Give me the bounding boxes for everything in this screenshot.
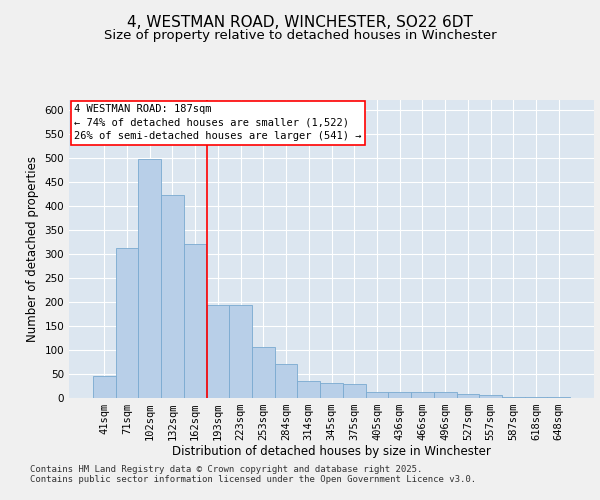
Text: Size of property relative to detached houses in Winchester: Size of property relative to detached ho… <box>104 28 496 42</box>
Bar <box>206 305 229 398</box>
Bar <box>229 305 252 398</box>
Text: 4 WESTMAN ROAD: 187sqm
← 74% of detached houses are smaller (1,522)
26% of semi-: 4 WESTMAN ROAD: 187sqm ← 74% of detached… <box>74 104 362 141</box>
Bar <box>411 392 434 398</box>
Bar <box>161 195 184 398</box>
Bar <box>434 392 457 398</box>
Bar <box>479 395 502 398</box>
Bar <box>298 380 320 398</box>
Bar <box>93 376 116 398</box>
Bar <box>547 396 570 398</box>
Bar <box>275 364 298 398</box>
Text: 4, WESTMAN ROAD, WINCHESTER, SO22 6DT: 4, WESTMAN ROAD, WINCHESTER, SO22 6DT <box>127 15 473 30</box>
Bar <box>343 384 365 398</box>
Bar <box>139 159 161 398</box>
Bar <box>457 394 479 398</box>
Bar <box>388 392 411 398</box>
Bar <box>365 392 388 398</box>
X-axis label: Distribution of detached houses by size in Winchester: Distribution of detached houses by size … <box>172 446 491 458</box>
Bar <box>184 244 206 398</box>
Bar <box>320 383 343 398</box>
Text: Contains public sector information licensed under the Open Government Licence v3: Contains public sector information licen… <box>30 476 476 484</box>
Bar <box>116 248 139 398</box>
Bar <box>252 347 275 398</box>
Bar <box>502 396 524 398</box>
Text: Contains HM Land Registry data © Crown copyright and database right 2025.: Contains HM Land Registry data © Crown c… <box>30 464 422 473</box>
Y-axis label: Number of detached properties: Number of detached properties <box>26 156 39 342</box>
